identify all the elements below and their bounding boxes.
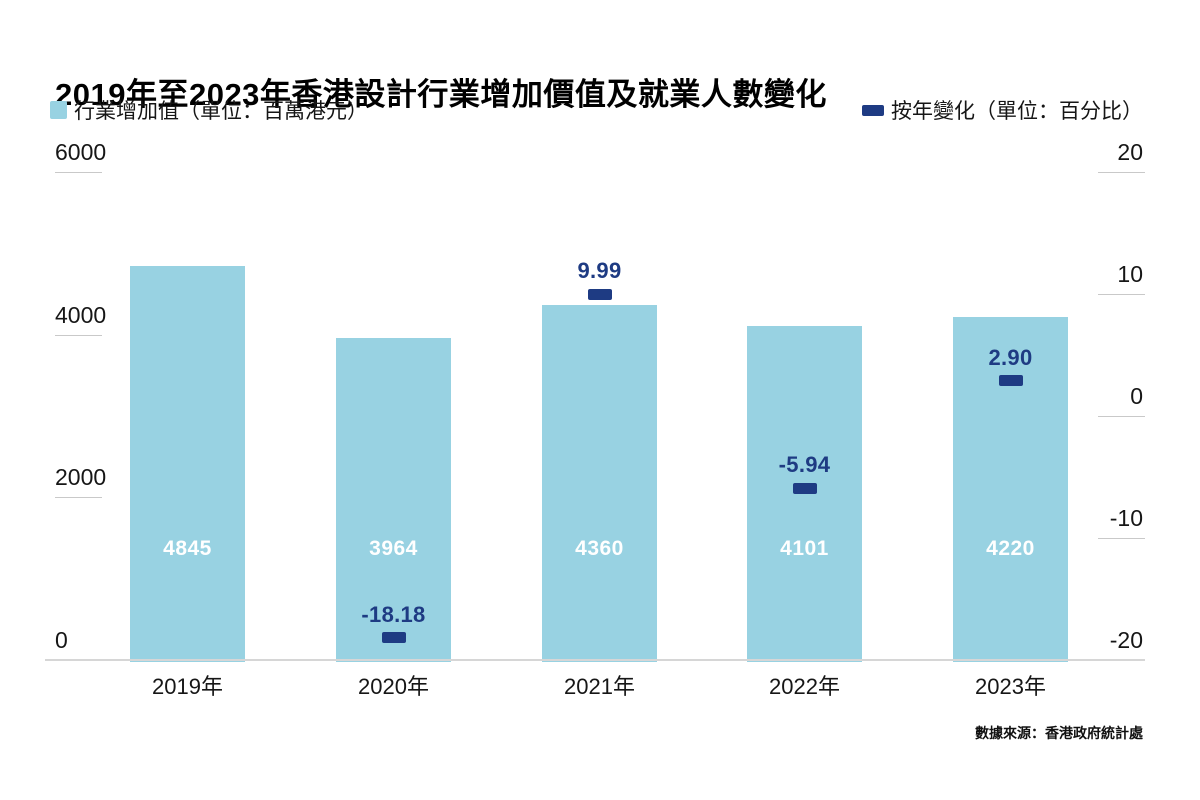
x-axis-label: 2021年 <box>564 674 635 699</box>
marker-series-label: 按年變化（單位：百分比） <box>891 100 1143 123</box>
yoy-value-label: -5.94 <box>778 452 831 478</box>
bar-series-swatch <box>50 101 67 119</box>
bar-2022年 <box>747 326 862 662</box>
bar-2020年 <box>336 337 451 662</box>
bar-2023年 <box>953 316 1068 662</box>
source-note: 數據來源：香港政府統計處 <box>975 725 1143 741</box>
left-axis-tick-label: 2000 <box>55 464 107 491</box>
left-axis-tick-line <box>55 334 102 336</box>
marker-series-swatch <box>862 104 884 116</box>
right-axis-tick-label: 20 <box>1117 139 1143 165</box>
legend: 行業增加值（單位：百萬港元） 按年變化（單位：百分比） <box>0 96 1200 124</box>
right-axis-tick-line <box>1098 294 1145 295</box>
x-axis-label: 2019年 <box>152 674 223 699</box>
right-axis-tick-label: 10 <box>1117 261 1143 287</box>
bar-value-label: 4101 <box>780 537 829 560</box>
bar-value-label: 4360 <box>575 537 624 560</box>
yoy-value-label: 9.99 <box>577 258 622 284</box>
left-axis-tick-line <box>55 172 102 173</box>
right-axis-tick-line <box>1098 416 1145 417</box>
x-axis-label: 2020年 <box>358 674 429 699</box>
bar-series-label: 行業增加值（單位：百萬港元） <box>74 100 368 123</box>
yoy-value-label: 2.90 <box>988 344 1033 370</box>
right-axis-tick-label: -10 <box>1109 505 1143 531</box>
bar-value-label: 4220 <box>986 537 1035 560</box>
chart-title: 2019年至2023年香港設計行業增加價值及就業人數變化 <box>55 76 827 112</box>
bar-2021年 <box>542 305 657 662</box>
legend-item-industry-value: 行業增加值（單位：百萬港元） <box>50 96 368 124</box>
yoy-value-label: -18.18 <box>361 601 426 627</box>
yoy-marker <box>587 288 612 300</box>
right-axis-tick-label: -20 <box>1109 627 1143 653</box>
right-axis-tick-line <box>1098 172 1145 173</box>
bar-value-label: 4845 <box>163 537 212 560</box>
left-axis-tick-line <box>55 497 102 499</box>
left-axis-tick-label: 0 <box>55 627 68 653</box>
left-axis-tick-label: 6000 <box>55 139 107 165</box>
yoy-marker <box>792 482 817 494</box>
right-axis-tick-line <box>1098 538 1145 539</box>
legend-item-yoy-change: 按年變化（單位：百分比） <box>862 96 1143 124</box>
yoy-marker <box>381 632 406 644</box>
yoy-marker <box>998 375 1023 387</box>
right-axis-tick-label: 0 <box>1130 383 1143 409</box>
left-axis-tick-label: 4000 <box>55 301 107 328</box>
x-axis-label: 2023年 <box>975 674 1046 699</box>
axis-baseline <box>45 659 1145 661</box>
bar-2019年 <box>130 265 245 662</box>
bar-value-label: 3964 <box>369 537 418 560</box>
x-axis-label: 2022年 <box>769 674 840 699</box>
